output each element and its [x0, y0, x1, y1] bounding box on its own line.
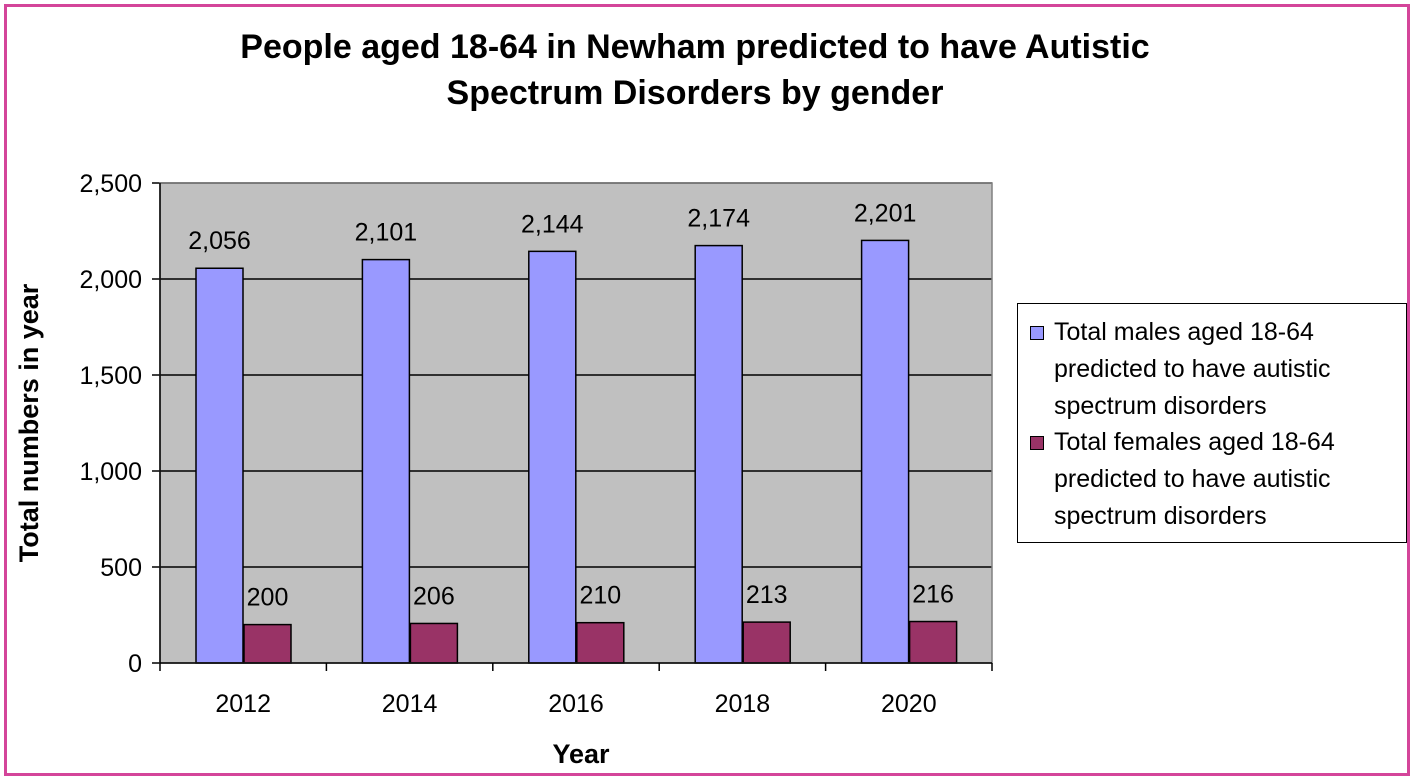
legend-males-line-3: spectrum disorders [1054, 392, 1267, 420]
chart-legend: Total males aged 18-64 predicted to have… [1017, 303, 1407, 543]
data-label-females: 216 [912, 581, 954, 609]
legend-swatch-males [1030, 326, 1044, 340]
y-tick-label: 2,500 [79, 170, 142, 198]
bar-males [361, 258, 411, 664]
chart-title: People aged 18-64 in Newham predicted to… [0, 24, 1390, 116]
data-label-females: 213 [746, 581, 788, 609]
bar-females [243, 623, 292, 664]
y-axis-title: Total numbers in year [14, 283, 44, 562]
x-tick-label: 2016 [548, 690, 604, 718]
data-label-females: 210 [579, 582, 621, 610]
x-axis-title: Year [552, 739, 610, 769]
legend-males-line-1: Total males aged 18-64 [1054, 318, 1314, 346]
chart-title-line-2: Spectrum Disorders by gender [446, 74, 944, 112]
y-tick-label: 1,000 [79, 458, 142, 486]
legend-label-females: Total females aged 18-64 predicted to ha… [1054, 424, 1400, 535]
y-tick-label: 2,000 [79, 266, 142, 294]
legend-label-males: Total males aged 18-64 predicted to have… [1054, 314, 1400, 425]
data-label-males: 2,201 [854, 199, 917, 227]
legend-females-line-3: spectrum disorders [1054, 502, 1267, 530]
data-label-males: 2,174 [687, 205, 750, 233]
bar-females [742, 621, 791, 664]
bar-females [409, 622, 459, 664]
bar-males [860, 239, 910, 664]
x-tick-label: 2014 [382, 690, 438, 718]
bar-females [576, 621, 625, 664]
data-label-females: 206 [413, 582, 455, 610]
data-label-males: 2,056 [188, 227, 251, 255]
y-tick-label: 0 [128, 650, 142, 678]
chart-title-line-1: People aged 18-64 in Newham predicted to… [240, 28, 1150, 66]
bar-females [908, 620, 958, 664]
data-label-males: 2,101 [355, 219, 418, 247]
data-label-males: 2,144 [521, 210, 584, 238]
bar-males [528, 250, 577, 664]
legend-males-line-2: predicted to have autistic [1054, 355, 1331, 383]
bar-males [694, 244, 743, 664]
legend-females-line-1: Total females aged 18-64 [1054, 428, 1335, 456]
legend-swatch-females [1030, 436, 1044, 450]
y-tick-label: 500 [100, 554, 142, 582]
y-tick-label: 1,500 [79, 362, 142, 390]
x-tick-label: 2020 [881, 690, 937, 718]
legend-females-line-2: predicted to have autistic [1054, 465, 1331, 493]
data-label-females: 200 [247, 584, 289, 612]
x-tick-label: 2018 [715, 690, 771, 718]
bar-males [195, 267, 244, 664]
x-tick-label: 2012 [215, 690, 271, 718]
